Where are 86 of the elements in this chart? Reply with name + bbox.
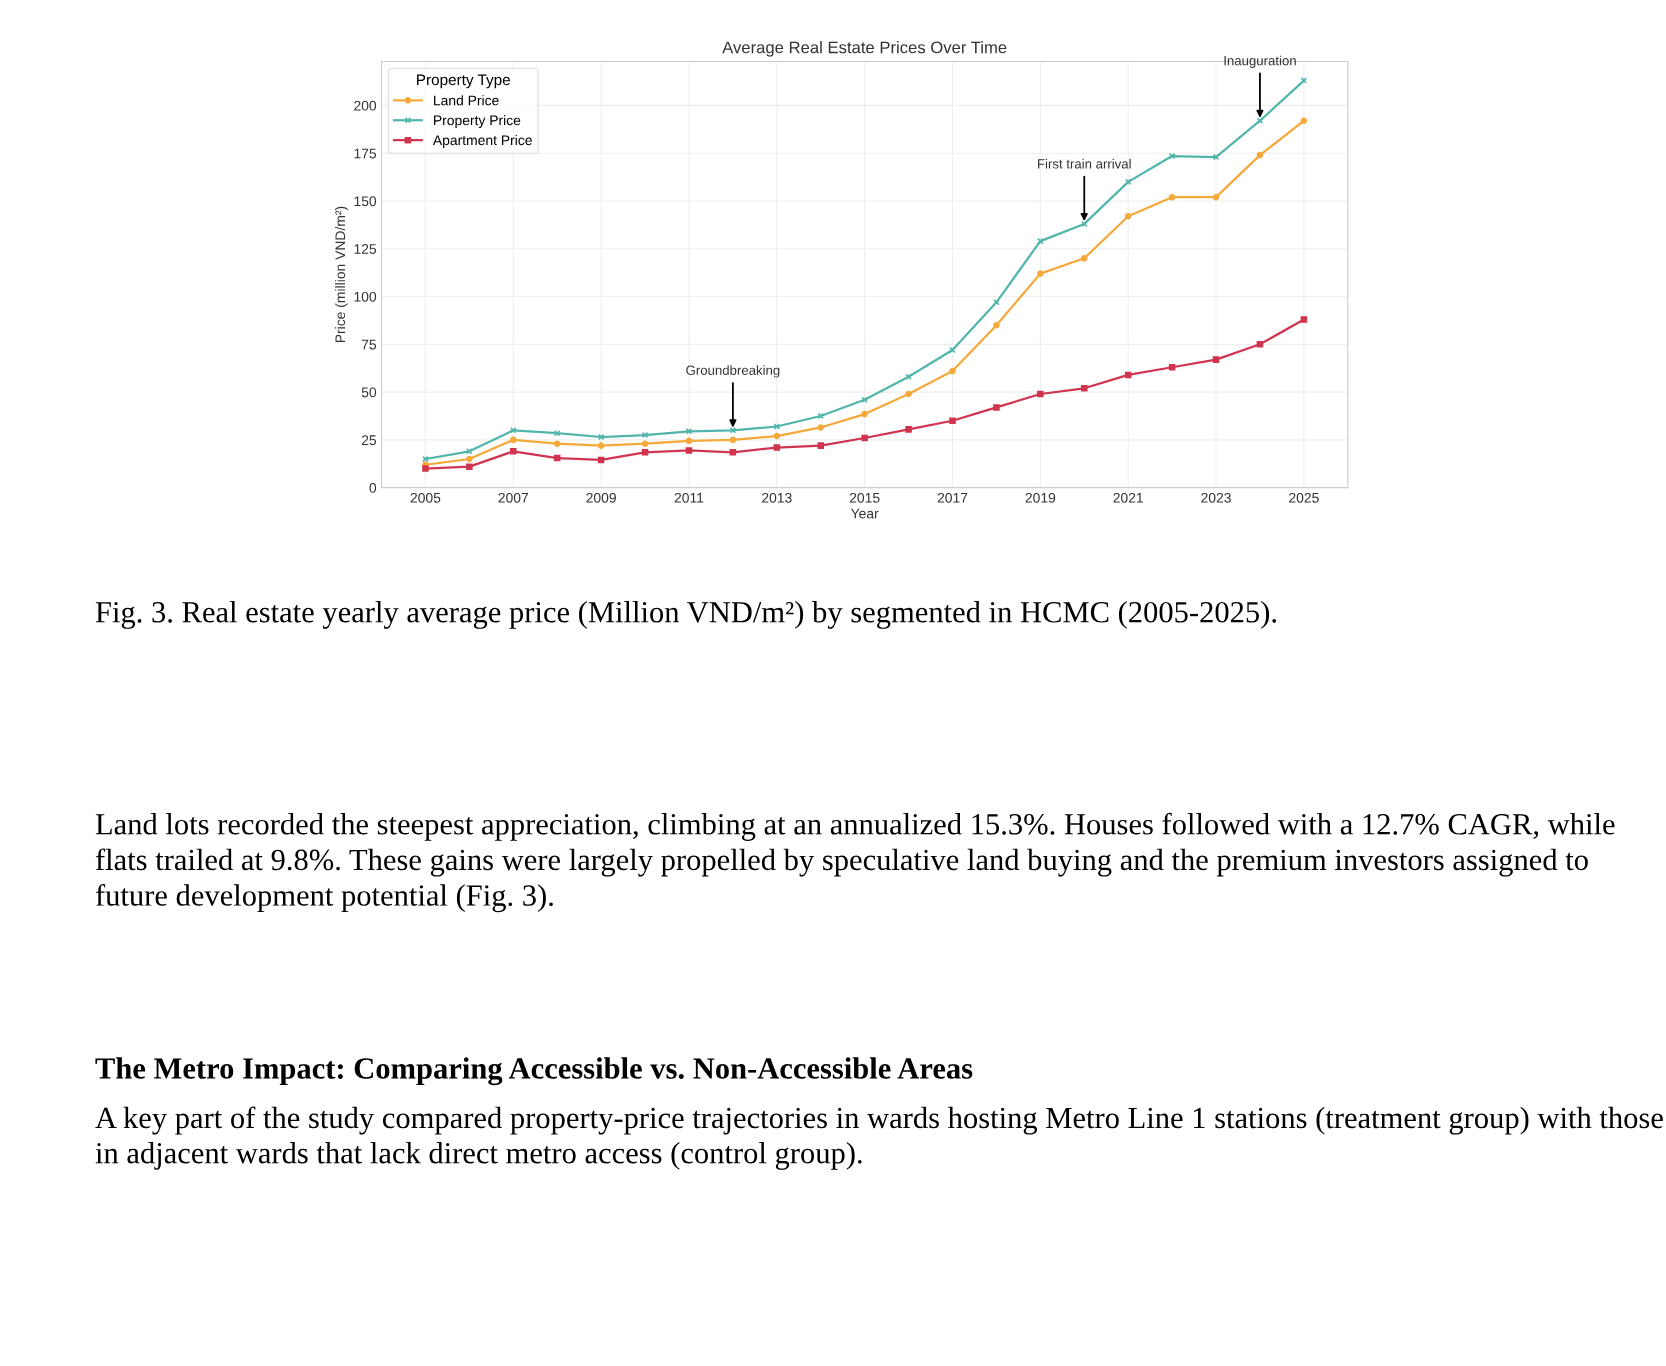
point bbox=[1212, 356, 1220, 363]
point bbox=[641, 440, 649, 447]
point bbox=[597, 442, 605, 449]
point bbox=[466, 448, 473, 455]
point bbox=[1124, 178, 1132, 186]
point bbox=[1037, 270, 1044, 277]
text: A key part of the study compared property-price trajectories in wards hosting Metro Line 1 stations (treatment group) with those in adjacent wards that lack direct metro access (control group). bbox=[95, 1106, 1663, 1170]
x-tick-label: 2015 bbox=[849, 492, 880, 503]
y-tick-label: 25 bbox=[361, 435, 377, 446]
point bbox=[641, 431, 649, 439]
point bbox=[993, 321, 1000, 329]
point bbox=[597, 433, 605, 441]
legend-label: Land Price bbox=[434, 95, 499, 106]
point bbox=[685, 437, 693, 445]
point bbox=[949, 367, 956, 375]
x-tick-label: 2013 bbox=[762, 492, 792, 503]
y-tick-label: 100 bbox=[354, 291, 377, 302]
point bbox=[1256, 341, 1264, 348]
point bbox=[1080, 220, 1088, 228]
point bbox=[510, 427, 517, 434]
y-tick-label: 50 bbox=[361, 387, 377, 398]
point bbox=[685, 447, 693, 454]
point bbox=[422, 465, 429, 472]
legend-label: Apartment Price bbox=[432, 134, 532, 148]
point bbox=[553, 454, 561, 462]
point bbox=[729, 436, 737, 444]
point bbox=[1080, 255, 1088, 262]
point bbox=[1300, 117, 1308, 124]
point bbox=[861, 410, 868, 418]
point bbox=[1256, 151, 1264, 159]
text: Land lots recorded the steepest appreciation, climbing at an annualized 15.3%. Houses followed with a 12.7% CAGR, while flats trailed at 9.8%. These gains were largely propelled by speculative land buying and the premium investors assigned to future development potential (Fig. 3). bbox=[95, 812, 1615, 913]
x-tick-label: 2021 bbox=[1113, 492, 1143, 503]
y-tick-label: 75 bbox=[361, 339, 377, 350]
caption: Fig. 3. Real estate yearly average price (Million VND/m²) by segmented in HCMC (2005-2025). bbox=[95, 601, 1276, 629]
x-tick-label: 2019 bbox=[1025, 492, 1056, 503]
point bbox=[553, 440, 561, 447]
point bbox=[510, 448, 517, 455]
y-tick-label: 200 bbox=[354, 100, 377, 111]
y-tick-label: 0 bbox=[369, 483, 377, 493]
point bbox=[949, 417, 956, 425]
point bbox=[1124, 371, 1132, 379]
legend-label: Property Price bbox=[434, 115, 521, 128]
point bbox=[1168, 363, 1176, 371]
point bbox=[773, 432, 781, 440]
x-tick-label: 2025 bbox=[1289, 492, 1319, 503]
annotation: First train arrival bbox=[1038, 158, 1131, 169]
x-tick-label: 2009 bbox=[586, 492, 616, 503]
x-tick-label: 2005 bbox=[410, 492, 441, 503]
x-axis-title: Year bbox=[850, 508, 879, 519]
point bbox=[993, 404, 1000, 411]
point bbox=[641, 449, 649, 456]
point bbox=[861, 396, 868, 404]
point bbox=[817, 424, 824, 431]
point bbox=[905, 426, 912, 433]
point bbox=[1037, 390, 1044, 398]
point bbox=[1212, 153, 1220, 161]
point bbox=[597, 456, 605, 464]
point bbox=[1168, 152, 1176, 160]
point bbox=[1212, 193, 1220, 201]
point bbox=[773, 444, 781, 451]
y-axis-title: Price (million VND/m²) bbox=[334, 206, 348, 343]
chart-title: Average Real Estate Prices Over Time bbox=[722, 41, 1007, 57]
point bbox=[466, 463, 473, 470]
y-tick-label: 125 bbox=[354, 244, 377, 254]
point bbox=[861, 434, 868, 442]
point bbox=[553, 429, 561, 437]
annotation: Inauguration bbox=[1224, 55, 1296, 68]
x-tick-label: 2023 bbox=[1201, 492, 1231, 503]
point bbox=[817, 442, 824, 449]
x-tick-label: 2007 bbox=[498, 492, 529, 503]
point bbox=[510, 436, 517, 444]
point bbox=[729, 449, 737, 456]
point bbox=[1168, 193, 1176, 201]
x-tick-label: 2017 bbox=[937, 492, 968, 503]
text: The Metro Impact: Comparing Accessible vs. Non-Accessible Areas bbox=[95, 1057, 973, 1086]
point bbox=[466, 455, 473, 463]
y-tick-label: 175 bbox=[354, 148, 377, 159]
y-tick-label: 150 bbox=[354, 196, 377, 207]
x-tick-label: 2011 bbox=[674, 492, 704, 503]
point bbox=[1300, 316, 1308, 323]
legend-title: Property Type bbox=[417, 74, 510, 89]
annotation: Groundbreaking bbox=[686, 365, 780, 378]
point bbox=[1124, 213, 1132, 220]
point bbox=[905, 390, 912, 398]
point bbox=[993, 299, 1000, 306]
point bbox=[1080, 385, 1088, 392]
